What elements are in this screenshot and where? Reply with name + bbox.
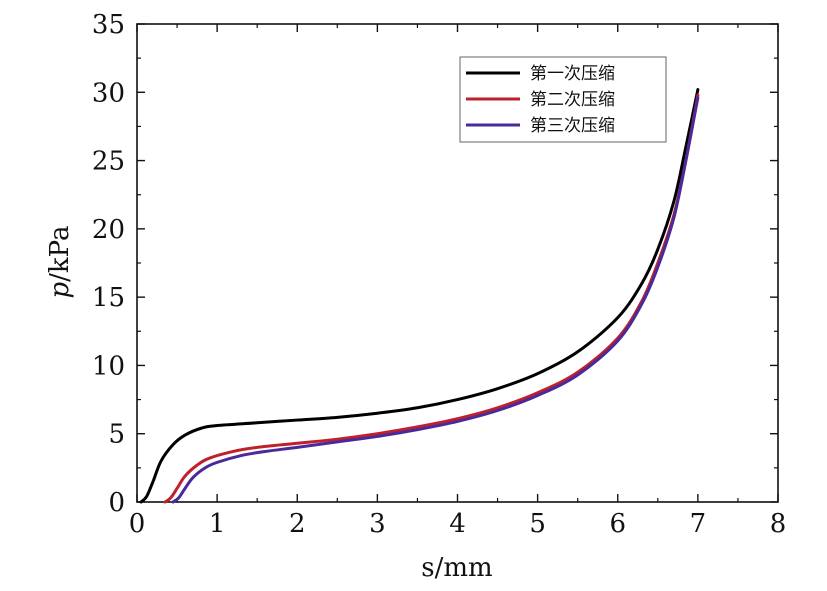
x-tick-label: 0 — [129, 509, 146, 539]
x-tick-label: 2 — [289, 509, 306, 539]
y-tick-label: 30 — [92, 78, 125, 108]
legend-label-3: 第三次压缩 — [530, 116, 615, 136]
y-tick-label: 25 — [92, 147, 125, 177]
legend-label-2: 第二次压缩 — [530, 90, 615, 110]
x-tick-label: 6 — [609, 509, 626, 539]
y-axis-title: p/kPa — [45, 226, 75, 299]
legend-label-1: 第一次压缩 — [530, 64, 615, 84]
x-tick-label: 3 — [369, 509, 386, 539]
y-tick-label: 35 — [92, 10, 125, 40]
x-tick-label: 4 — [449, 509, 466, 539]
y-axis-title-unit: /kPa — [45, 226, 75, 282]
series-lines — [139, 88, 700, 504]
y-axis-title-italic: p — [45, 282, 75, 299]
axes — [136, 23, 779, 503]
x-tick-label: 8 — [770, 509, 787, 539]
x-tick-label: 7 — [690, 509, 707, 539]
x-axis-title: s/mm — [421, 553, 492, 583]
series-line-1 — [139, 88, 700, 504]
x-tick-label: 5 — [529, 509, 546, 539]
y-tick-label: 5 — [108, 420, 125, 450]
x-tick-label: 1 — [209, 509, 226, 539]
series-line-3 — [171, 96, 700, 504]
ticks: 0 1 2 3 4 5 6 7 8 0 5 10 15 20 25 30 35 — [92, 10, 786, 539]
series-line-2 — [163, 93, 700, 504]
y-tick-label: 0 — [108, 488, 125, 518]
y-tick-label: 15 — [92, 283, 125, 313]
y-tick-label: 10 — [92, 351, 125, 381]
plot-frame — [136, 23, 779, 503]
y-tick-label: 20 — [92, 215, 125, 245]
